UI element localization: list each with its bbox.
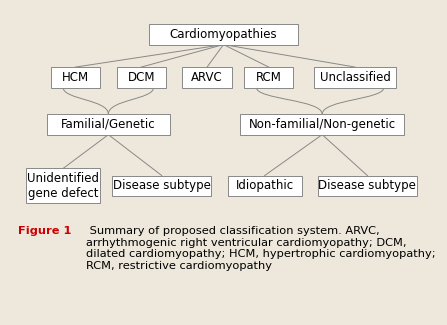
Text: HCM: HCM [62,71,89,84]
Text: Figure 1: Figure 1 [18,226,71,236]
FancyBboxPatch shape [117,67,166,87]
Text: Non-familial/Non-genetic: Non-familial/Non-genetic [249,118,396,131]
FancyBboxPatch shape [244,67,293,87]
Text: Disease subtype: Disease subtype [319,179,416,192]
Text: Summary of proposed classification system. ARVC, arrhythmogenic right ventricula: Summary of proposed classification syste… [86,226,435,271]
FancyBboxPatch shape [51,67,100,87]
Text: ARVC: ARVC [191,71,223,84]
FancyBboxPatch shape [46,114,170,135]
Text: Idiopathic: Idiopathic [236,179,294,192]
FancyBboxPatch shape [318,176,417,196]
Text: Cardiomyopathies: Cardiomyopathies [170,28,277,41]
FancyBboxPatch shape [314,67,396,87]
Text: Disease subtype: Disease subtype [113,179,211,192]
FancyBboxPatch shape [240,114,405,135]
FancyBboxPatch shape [182,67,232,87]
FancyBboxPatch shape [113,176,211,196]
Text: Unidentified
gene defect: Unidentified gene defect [27,172,99,200]
Text: Familial/Genetic: Familial/Genetic [61,118,156,131]
FancyBboxPatch shape [228,176,302,196]
Text: Unclassified: Unclassified [320,71,391,84]
FancyBboxPatch shape [26,168,100,203]
Text: DCM: DCM [127,71,155,84]
Text: RCM: RCM [256,71,282,84]
FancyBboxPatch shape [149,24,298,45]
